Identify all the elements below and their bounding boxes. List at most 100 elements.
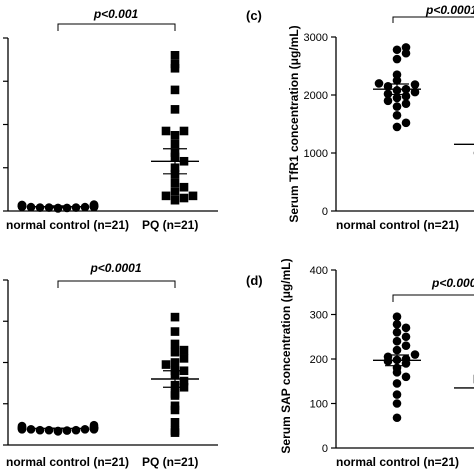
data-point: [179, 126, 189, 136]
data-point: [170, 59, 180, 69]
data-point: [392, 312, 402, 322]
p-value-label: p<0.001: [93, 7, 139, 21]
y-tick-label: 0: [322, 443, 328, 455]
data-point: [401, 341, 411, 350]
data-point: [374, 79, 384, 88]
data-point: [410, 350, 420, 359]
significance-bracket: [392, 16, 474, 23]
data-point: [179, 376, 189, 386]
data-point: [170, 339, 180, 349]
data-point: [170, 195, 180, 205]
data-point: [392, 45, 402, 55]
x-category-label: normal control (n=21): [6, 218, 129, 232]
data-point: [170, 327, 180, 336]
data-point: [392, 122, 402, 132]
data-point: [35, 203, 45, 212]
x-category-label: normal control (n=21): [336, 455, 459, 469]
y-tick-label: 200: [310, 354, 328, 366]
data-point: [179, 354, 189, 363]
significance-bracket: [57, 23, 176, 31]
data-point: [392, 379, 402, 388]
data-point: [170, 428, 180, 437]
data-point: [401, 118, 411, 128]
x-category-label: normal control (n=21): [6, 455, 129, 469]
data-point: [80, 425, 90, 434]
data-point: [26, 202, 36, 212]
data-point: [161, 360, 171, 369]
data-point: [35, 425, 45, 435]
data-point: [392, 54, 402, 64]
y-axis-label: Serum SAP concentration (μg/mL): [279, 258, 293, 453]
significance-bracket: [392, 294, 474, 302]
panel-bottom-left: p<0.0001 normal control (n=21) PQ (n=21): [3, 261, 218, 469]
data-point: [188, 191, 198, 201]
data-point: [401, 99, 411, 108]
data-point: [161, 191, 171, 201]
y-tick-label: 1000: [304, 148, 328, 160]
data-point: [401, 91, 411, 101]
data-point: [392, 399, 402, 408]
data-point: [44, 425, 54, 435]
data-point: [392, 93, 402, 103]
data-point: [392, 390, 402, 399]
panel-top-left: p<0.001 normal control (n=21) PQ (n=21): [3, 7, 218, 232]
data-point: [392, 319, 402, 329]
p-value-label: p<0.0001: [89, 261, 141, 275]
data-point: [179, 193, 189, 203]
data-point: [17, 425, 27, 434]
data-point: [80, 202, 90, 212]
data-point: [170, 358, 180, 367]
panel-c: (c) Serum TfR1 concentration (μg/mL) p<0…: [246, 3, 474, 232]
x-category-label: normal control (n=21): [336, 218, 459, 232]
data-point: [401, 332, 411, 342]
data-point: [170, 312, 180, 322]
data-point: [392, 413, 402, 423]
data-point: [383, 96, 393, 106]
data-point: [170, 139, 180, 149]
data-point: [170, 391, 180, 400]
p-value-label: p<0.0001: [431, 276, 474, 290]
data-point: [179, 345, 189, 355]
data-point: [170, 187, 180, 196]
data-point: [383, 356, 393, 366]
panel-label: (d): [246, 273, 263, 288]
y-tick-label: 100: [310, 399, 328, 411]
panel-label: (c): [246, 8, 262, 23]
p-value-label: p<0.0001: [425, 3, 474, 17]
data-point: [410, 80, 420, 89]
data-point: [392, 345, 402, 355]
data-point: [170, 131, 180, 140]
data-point: [170, 347, 180, 357]
significance-bracket: [57, 280, 176, 288]
data-point: [392, 328, 402, 337]
data-point: [161, 126, 171, 136]
data-point: [401, 372, 411, 382]
data-point: [392, 336, 402, 346]
data-point: [170, 105, 180, 114]
y-tick-label: 400: [310, 265, 328, 277]
x-category-label: PQ (n=21): [142, 218, 198, 232]
data-point: [89, 425, 99, 434]
y-tick-label: 0: [322, 206, 328, 218]
data-point: [392, 76, 402, 85]
data-point: [392, 102, 402, 111]
data-point: [401, 323, 411, 333]
y-tick-label: 300: [310, 310, 328, 322]
data-point: [392, 111, 402, 120]
data-point: [392, 368, 402, 377]
data-point: [170, 418, 180, 427]
data-point: [26, 425, 36, 434]
data-point: [170, 63, 180, 73]
data-point: [71, 425, 81, 435]
data-point: [170, 178, 180, 188]
data-point: [89, 200, 99, 209]
y-axis-label: Serum TfR1 concentration (μg/mL): [287, 25, 301, 222]
data-point: [71, 203, 81, 212]
data-point: [179, 182, 189, 192]
panel-d: (d) Serum SAP concentration (μg/mL) p<0.…: [246, 258, 474, 469]
y-tick-label: 3000: [304, 32, 328, 44]
data-point: [170, 51, 180, 60]
data-point: [170, 405, 180, 415]
x-category-label: PQ (n=21): [142, 455, 198, 469]
